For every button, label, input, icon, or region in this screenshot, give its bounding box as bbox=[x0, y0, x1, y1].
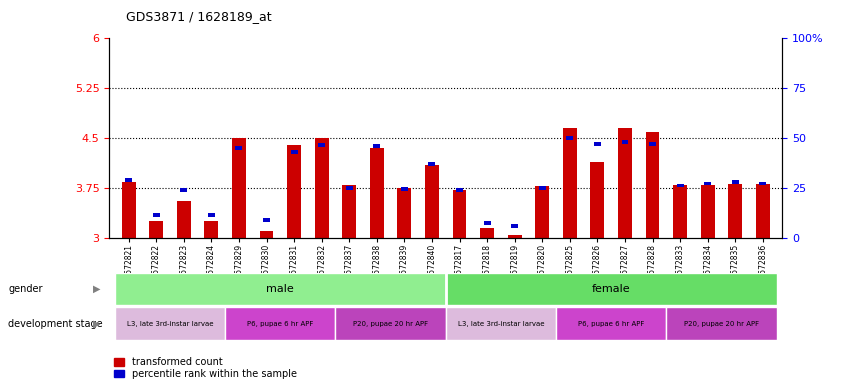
Bar bbox=[115, 273, 446, 305]
Bar bbox=[125, 178, 132, 182]
Bar bbox=[232, 138, 246, 238]
Bar bbox=[446, 273, 776, 305]
Bar bbox=[480, 228, 494, 238]
Bar bbox=[208, 214, 214, 217]
Bar bbox=[401, 187, 408, 192]
Bar bbox=[590, 162, 605, 238]
Bar bbox=[425, 165, 439, 238]
Bar bbox=[342, 185, 356, 238]
Bar bbox=[594, 142, 600, 146]
Bar bbox=[563, 128, 577, 238]
Bar bbox=[646, 132, 659, 238]
Bar bbox=[373, 144, 380, 148]
Bar bbox=[456, 188, 463, 192]
Bar bbox=[235, 146, 242, 150]
Bar bbox=[621, 139, 628, 144]
Bar bbox=[701, 185, 715, 238]
Bar bbox=[429, 162, 436, 166]
Bar bbox=[508, 235, 521, 238]
Bar bbox=[673, 185, 687, 238]
Bar bbox=[732, 179, 738, 184]
Bar bbox=[536, 186, 549, 238]
Text: P6, pupae 6 hr APF: P6, pupae 6 hr APF bbox=[578, 321, 644, 326]
Text: male: male bbox=[267, 284, 294, 294]
Bar bbox=[666, 307, 776, 340]
Bar bbox=[704, 182, 711, 185]
Bar bbox=[446, 307, 556, 340]
Text: L3, late 3rd-instar larvae: L3, late 3rd-instar larvae bbox=[458, 321, 544, 326]
Bar bbox=[756, 184, 770, 238]
Bar bbox=[318, 143, 325, 147]
Bar bbox=[566, 136, 574, 140]
Legend: transformed count, percentile rank within the sample: transformed count, percentile rank withi… bbox=[114, 357, 297, 379]
Text: P20, pupae 20 hr APF: P20, pupae 20 hr APF bbox=[684, 321, 759, 326]
Bar bbox=[346, 186, 352, 190]
Bar bbox=[759, 182, 766, 185]
Bar bbox=[398, 188, 411, 238]
Bar bbox=[315, 138, 329, 238]
Bar bbox=[115, 307, 225, 340]
Bar bbox=[728, 184, 742, 238]
Bar bbox=[260, 232, 273, 238]
Bar bbox=[180, 188, 188, 192]
Bar bbox=[122, 182, 135, 238]
Bar bbox=[649, 142, 656, 146]
Bar bbox=[150, 222, 163, 238]
Bar bbox=[263, 218, 270, 222]
Text: development stage: development stage bbox=[8, 318, 103, 329]
Text: female: female bbox=[592, 284, 631, 294]
Bar bbox=[153, 213, 160, 217]
Bar bbox=[204, 222, 219, 238]
Bar bbox=[287, 145, 301, 238]
Bar bbox=[677, 184, 684, 187]
Bar bbox=[370, 148, 383, 238]
Text: ▶: ▶ bbox=[93, 318, 101, 329]
Bar bbox=[291, 149, 298, 154]
Text: P20, pupae 20 hr APF: P20, pupae 20 hr APF bbox=[353, 321, 428, 326]
Bar bbox=[177, 202, 191, 238]
Text: ▶: ▶ bbox=[93, 284, 101, 294]
Bar bbox=[225, 307, 336, 340]
Text: L3, late 3rd-instar larvae: L3, late 3rd-instar larvae bbox=[127, 321, 214, 326]
Bar bbox=[618, 128, 632, 238]
Text: gender: gender bbox=[8, 284, 43, 294]
Bar bbox=[452, 190, 467, 238]
Bar bbox=[539, 186, 546, 190]
Bar bbox=[336, 307, 446, 340]
Text: P6, pupae 6 hr APF: P6, pupae 6 hr APF bbox=[247, 321, 314, 326]
Bar bbox=[511, 224, 518, 228]
Bar bbox=[484, 222, 490, 225]
Bar bbox=[556, 307, 666, 340]
Text: GDS3871 / 1628189_at: GDS3871 / 1628189_at bbox=[126, 10, 272, 23]
